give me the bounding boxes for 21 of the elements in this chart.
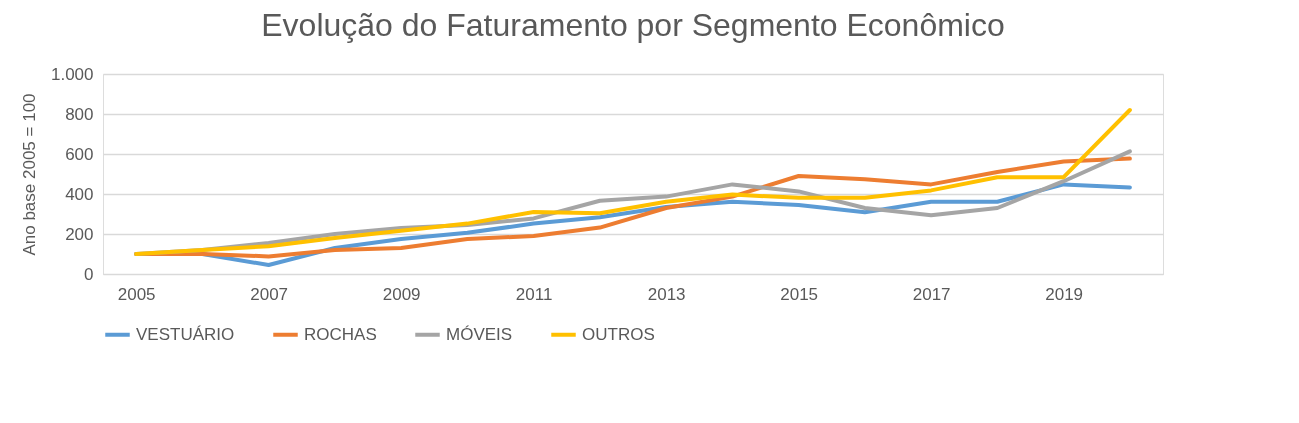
chart-title: Evolução do Faturamento por Segmento Econômico bbox=[261, 7, 1005, 43]
y-tick-label: 800 bbox=[65, 104, 94, 124]
legend-label: MÓVEIS bbox=[446, 324, 513, 344]
y-tick-label: 0 bbox=[84, 264, 94, 284]
line-series bbox=[134, 108, 1132, 256]
x-tick-label: 2009 bbox=[382, 284, 421, 304]
legend-label: OUTROS bbox=[582, 324, 655, 344]
y-tick-label: 1.000 bbox=[50, 64, 94, 84]
x-tick-label: 2011 bbox=[515, 284, 553, 304]
x-tick-label: 2017 bbox=[912, 284, 951, 304]
x-tick-label: 2007 bbox=[250, 284, 289, 304]
x-tick-label: 2005 bbox=[117, 284, 156, 304]
legend-label: VESTUÁRIO bbox=[136, 324, 235, 344]
y-axis-title: Ano base 2005 = 100 bbox=[19, 93, 39, 256]
legend-label: ROCHAS bbox=[304, 324, 377, 344]
x-tick-label: 2019 bbox=[1045, 284, 1084, 304]
y-tick-label: 200 bbox=[65, 224, 94, 244]
x-tick-label: 2013 bbox=[647, 284, 686, 304]
y-tick-label: 400 bbox=[65, 184, 94, 204]
y-tick-label: 600 bbox=[65, 144, 94, 164]
x-tick-label: 2015 bbox=[780, 284, 819, 304]
